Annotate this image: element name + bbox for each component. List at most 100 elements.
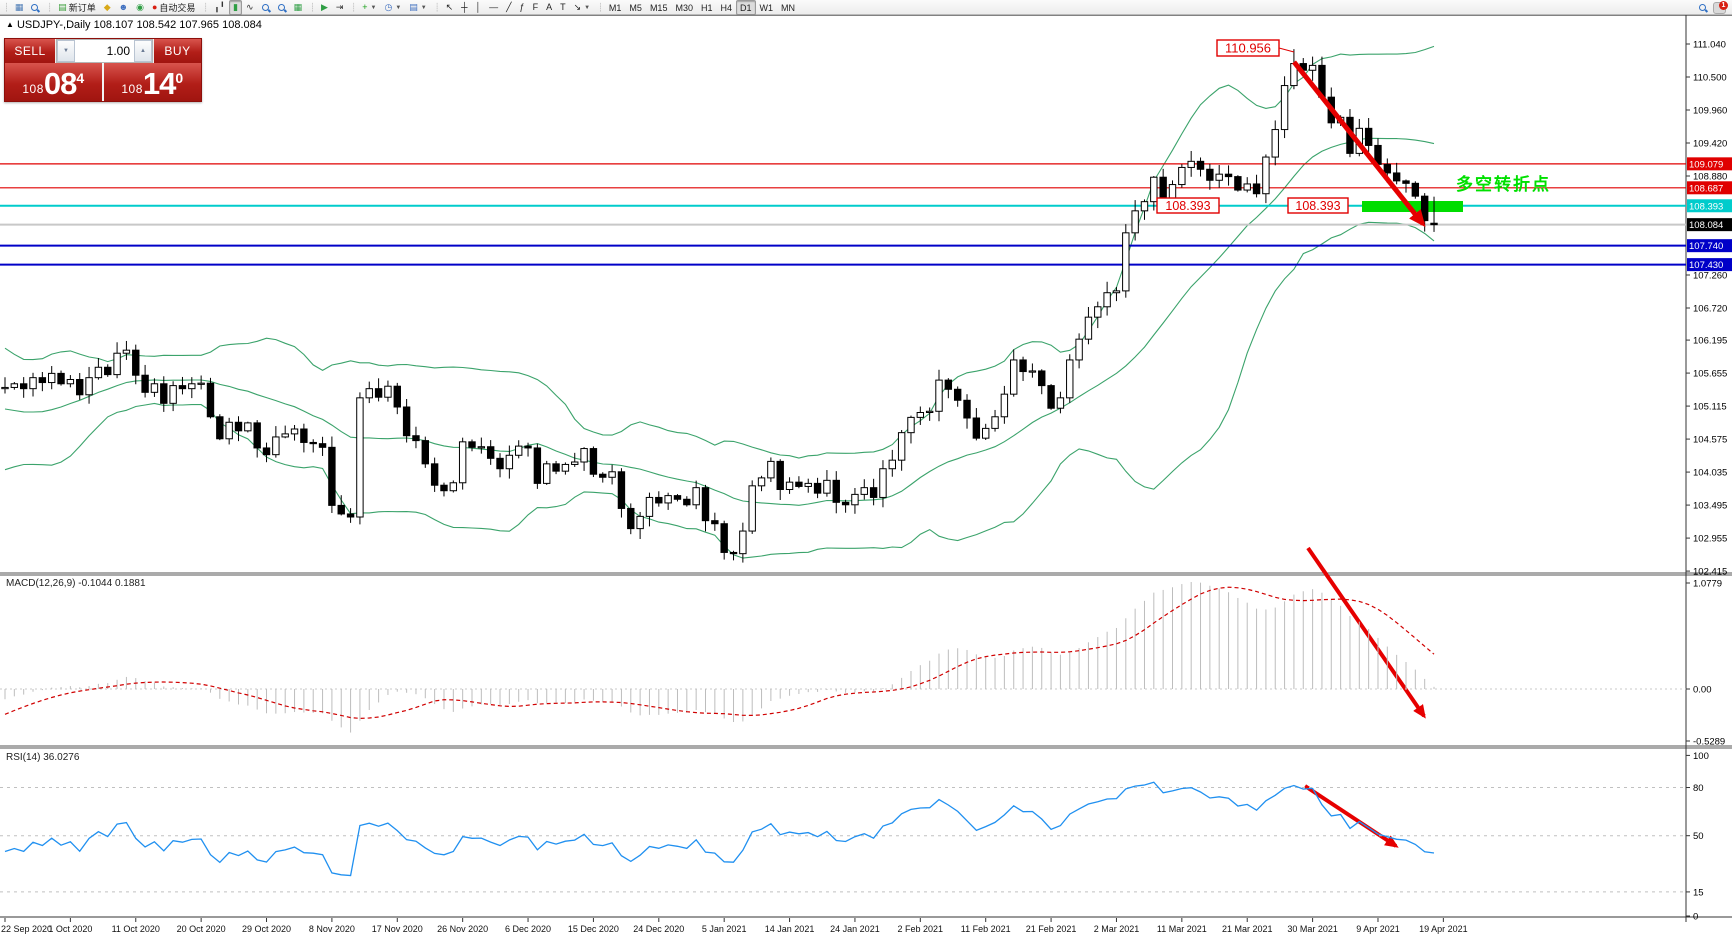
candle-body — [720, 523, 728, 553]
candle-body — [337, 504, 345, 515]
buy-button[interactable]: BUY — [153, 39, 201, 63]
dropdown-arrow-icon[interactable]: ▼ — [395, 4, 402, 11]
macd-down-arrow[interactable] — [1306, 546, 1426, 719]
tf-m15-button[interactable]: M15 — [646, 0, 672, 15]
chart-shift-button[interactable]: ⇥ — [332, 0, 348, 15]
tf-h1-button[interactable]: H1 — [697, 0, 717, 15]
tile-windows-button[interactable]: ▦ — [290, 0, 307, 15]
price-badge-label: 108.084 — [1689, 220, 1723, 231]
price-tick-label: 111.040 — [1693, 40, 1726, 51]
candle-body — [617, 471, 626, 509]
level-price-label-box[interactable] — [1156, 197, 1220, 214]
candle-body — [216, 416, 224, 440]
periods-button[interactable]: ◷ ▼ — [380, 0, 405, 15]
candle-body — [1178, 166, 1186, 186]
date-tick-label: 2 Feb 2021 — [898, 924, 944, 934]
buy-price[interactable]: 108 14 0 — [104, 63, 201, 101]
auto-scroll-icon: ▶ — [320, 2, 328, 12]
tile-windows-icon: ▦ — [293, 2, 303, 12]
sell-button[interactable]: SELL — [5, 39, 56, 63]
profiles-button[interactable] — [27, 0, 43, 15]
date-tick-label: 17 Nov 2020 — [372, 924, 423, 934]
arrows-button[interactable]: ↘ ▼ — [570, 0, 595, 15]
signals-button[interactable]: ◉ — [132, 0, 148, 15]
fibo-button[interactable]: ƒ — [516, 0, 529, 15]
tf-m1-button[interactable]: M1 — [605, 0, 626, 15]
candle-body — [421, 440, 430, 465]
candle-body — [925, 410, 934, 413]
expert-button[interactable]: ☻ — [115, 0, 132, 15]
text-label-button[interactable]: T — [556, 0, 570, 15]
tf-d1-button-label: D1 — [740, 2, 752, 13]
candle-body — [178, 385, 187, 390]
volume-increase-button[interactable]: ▲ — [134, 40, 152, 62]
peak-price-label-box[interactable] — [1216, 39, 1280, 57]
tf-m5-button[interactable]: M5 — [625, 0, 646, 15]
search-icon[interactable] — [1699, 3, 1707, 12]
hline-button[interactable]: — — [485, 0, 502, 15]
zoom-in-button[interactable] — [258, 0, 274, 15]
styler-button[interactable]: ◆ — [100, 0, 115, 15]
candle-body — [1038, 370, 1046, 387]
text-button[interactable]: A — [542, 0, 556, 15]
tf-h4-button[interactable]: H4 — [716, 0, 736, 15]
volume-decrease-button[interactable]: ▼ — [57, 40, 75, 62]
candle-body — [328, 446, 336, 506]
new-chart-button[interactable]: ▦ — [11, 0, 28, 15]
main-toolbar: ┊ ▦ ┊ ▤ 新订单 ◆ ☻ ◉ ● 自动交易 ┊ ╻╹ ▮ ∿ ▦ ┊ ▶ ⇥ ┊ + ▼ ◷ ▼ ▤ ▼ ┊ ↖ ┼ │ — ╱ ƒ F A… — [0, 0, 1732, 16]
auto-scroll-button[interactable]: ▶ — [317, 0, 332, 15]
price-badge — [1687, 181, 1732, 195]
zoom-in-icon — [261, 3, 270, 12]
candle-body — [458, 441, 467, 484]
candle-body — [76, 378, 84, 396]
rsi-down-arrow[interactable] — [1303, 784, 1399, 848]
price-badge-label: 108.393 — [1689, 201, 1723, 212]
price-tick-label: 109.420 — [1693, 138, 1727, 149]
price-badge-label: 107.740 — [1689, 241, 1723, 252]
date-tick-label: 24 Dec 2020 — [633, 924, 684, 934]
cursor-button[interactable]: ↖ — [442, 0, 458, 15]
candle-body — [188, 383, 196, 390]
new-order-button[interactable]: ▤ 新订单 — [54, 0, 100, 15]
magnifier-icon — [31, 3, 39, 12]
channel-button[interactable]: F — [529, 0, 543, 15]
candle-body — [1, 386, 9, 390]
volume-field[interactable]: 1.00 — [106, 44, 130, 58]
notification-icon[interactable]: 1 — [1713, 0, 1728, 14]
candle-body — [477, 446, 486, 449]
candle-body — [916, 411, 925, 418]
bar-chart-button[interactable]: ╻╹ — [210, 0, 229, 15]
crosshair-button[interactable]: ┼ — [457, 0, 471, 15]
line-chart-button[interactable]: ∿ — [242, 0, 258, 15]
candle-body — [10, 383, 19, 388]
candle-body — [664, 495, 672, 504]
trendline-button[interactable]: ╱ — [502, 0, 515, 15]
macd-tick-label: -0.5289 — [1693, 737, 1725, 748]
tf-mn-button[interactable]: MN — [777, 0, 799, 15]
support-zone-rect[interactable] — [1362, 201, 1463, 212]
sell-price[interactable]: 108 08 4 — [5, 63, 104, 101]
price-tick-label: 102.415 — [1693, 567, 1727, 578]
indicators-button[interactable]: + ▼ — [358, 0, 380, 15]
candle-body — [104, 366, 112, 376]
templates-button[interactable]: ▤ ▼ — [405, 0, 430, 15]
vline-button[interactable]: │ — [472, 0, 486, 15]
candle-body — [1196, 160, 1205, 170]
collapse-triangle-icon[interactable]: ▲ — [6, 20, 14, 29]
level-price-label-box[interactable] — [1287, 197, 1349, 214]
price-badge — [1687, 239, 1732, 253]
styler-icon: ◆ — [103, 2, 111, 12]
candle-body — [1234, 176, 1242, 191]
tf-m30-button[interactable]: M30 — [671, 0, 697, 15]
candle-body — [486, 446, 495, 459]
price-down-arrow[interactable] — [1292, 60, 1426, 228]
autotrading-button[interactable]: ● 自动交易 — [148, 0, 199, 15]
dropdown-arrow-icon[interactable]: ▼ — [370, 4, 377, 11]
candle-body — [953, 388, 962, 401]
tf-w1-button[interactable]: W1 — [756, 0, 778, 15]
dropdown-arrow-icon[interactable]: ▼ — [420, 4, 427, 11]
dropdown-arrow-icon[interactable]: ▼ — [584, 4, 591, 11]
candle-body — [449, 482, 458, 492]
zoom-out-button[interactable] — [274, 0, 290, 15]
